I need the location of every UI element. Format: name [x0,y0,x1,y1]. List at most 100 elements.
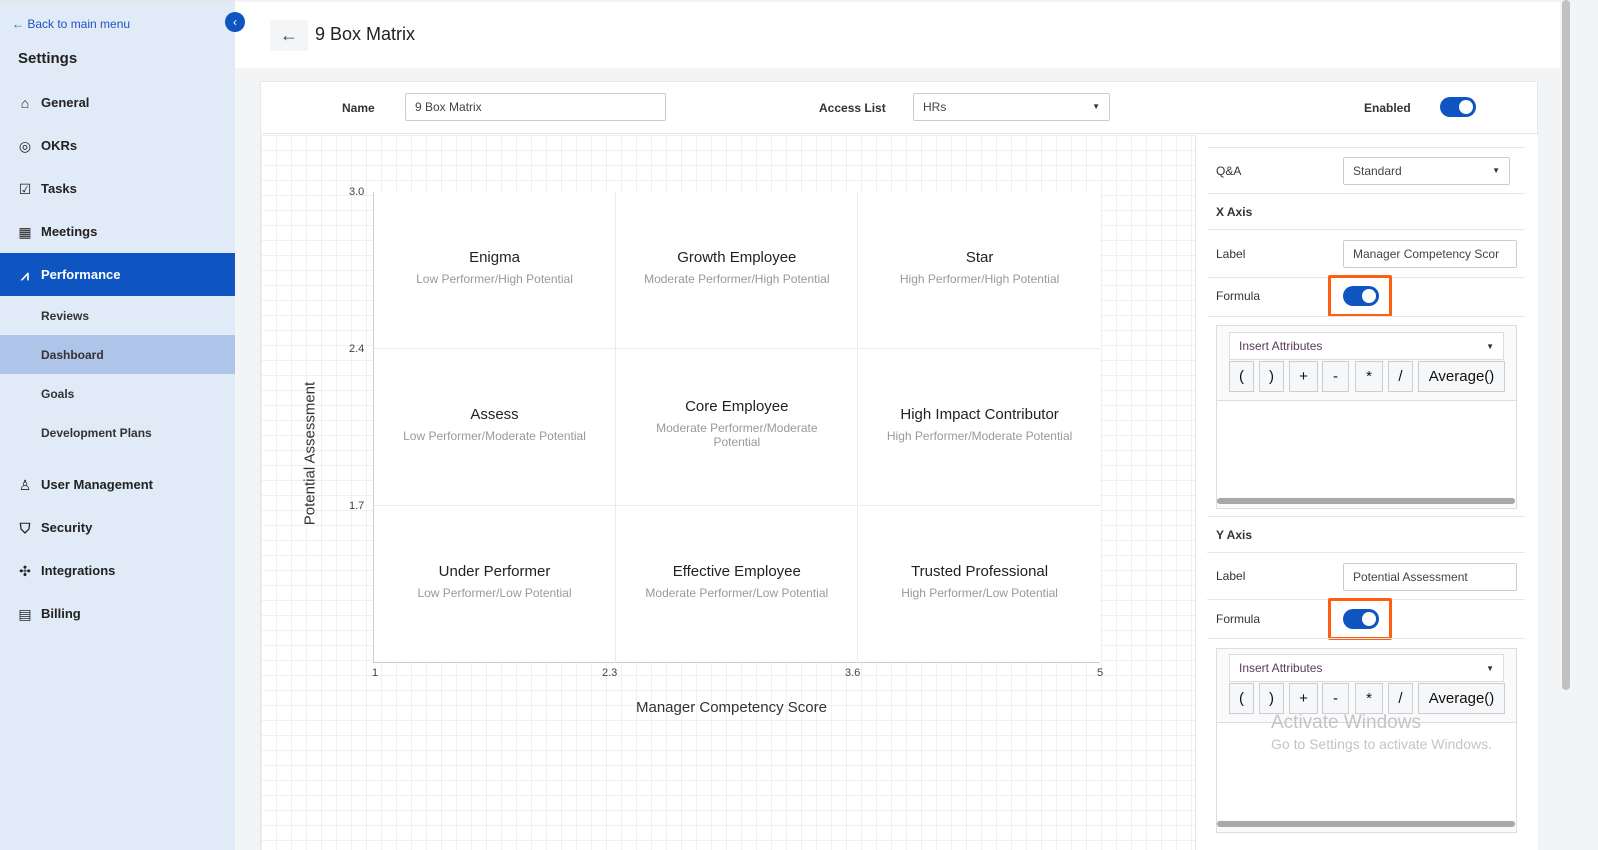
chart-line-icon: ⩘ [21,266,29,283]
page-scrollbar[interactable] [1562,0,1570,690]
qa-value: Standard [1353,164,1402,178]
x-formula-scrollbar[interactable] [1217,498,1515,504]
matrix-cell[interactable]: Enigma Low Performer/High Potential [374,192,616,349]
operator-button[interactable]: + [1289,683,1318,714]
x-insert-attributes-select[interactable]: Insert Attributes ▼ [1229,332,1504,360]
operator-button[interactable]: * [1355,683,1383,714]
sidebar-subitem-goals[interactable]: Goals [41,386,75,401]
y-formula-scrollbar[interactable] [1217,821,1515,827]
operator-button[interactable]: ( [1229,683,1254,714]
operator-button[interactable]: ) [1259,683,1284,714]
operator-button[interactable]: - [1322,683,1349,714]
divider [1207,516,1525,517]
x-label-input[interactable]: Manager Competency Scor [1343,240,1517,268]
watermark-subtitle: Go to Settings to activate Windows. [1271,736,1492,752]
matrix-cell[interactable]: Growth Employee Moderate Performer/High P… [616,192,859,349]
cell-subtitle: High Performer/Moderate Potential [886,429,1073,443]
sidebar-item-label: Meetings [41,224,98,239]
cell-title: Star [965,249,994,266]
cell-subtitle: Moderate Performer/Moderate Potential [656,421,818,449]
target-icon: ◎ [18,137,32,154]
cell-title: Under Performer [438,563,551,580]
operator-button[interactable]: Average() [1418,683,1505,714]
y-tick: 3.0 [349,186,365,198]
x-formula-label: Formula [1216,289,1261,303]
divider [1207,638,1525,639]
access-list-select[interactable]: HRs ▼ [913,93,1110,121]
divider [1207,147,1525,148]
operator-button[interactable]: Average() [1418,361,1505,392]
y-label-input[interactable]: Potential Assessment [1343,563,1517,591]
collapse-sidebar-button[interactable]: ‹ [225,12,245,32]
calendar-icon: ▦ [18,223,32,240]
operator-button[interactable]: - [1322,361,1349,392]
caret-down-icon: ▼ [1492,166,1500,175]
home-icon: ⌂ [20,94,30,111]
sidebar-title: Settings [18,50,78,67]
shield-icon: ⛉ [19,519,31,536]
operator-button[interactable]: / [1388,683,1413,714]
back-button[interactable]: ← [270,20,308,51]
matrix-cell[interactable]: Under Performer Low Performer/Low Potenti… [374,506,616,663]
page-header [235,2,1560,68]
enabled-toggle[interactable] [1440,97,1476,117]
sidebar-item-label: Tasks [41,181,77,196]
operator-button[interactable]: ) [1259,361,1284,392]
x-tick: 2.3 [602,667,618,679]
cell-title: Effective Employee [672,563,801,580]
sidebar-item-label: General [41,95,90,110]
cell-subtitle: High Performer/High Potential [899,272,1060,286]
sidebar-item-user-management[interactable]: ♙ User Management [0,463,235,506]
cell-subtitle: Moderate Performer/Low Potential [645,586,829,600]
x-formula-toggle[interactable] [1343,286,1379,306]
sidebar-item-performance[interactable]: ⩘ Performance [0,253,235,296]
caret-down-icon: ▼ [1486,664,1494,673]
highlight-box [1328,275,1392,317]
cell-subtitle: Low Performer/Low Potential [417,586,572,600]
user-icon: ♙ [18,476,32,493]
operator-button[interactable]: * [1355,361,1383,392]
cell-title: Enigma [469,249,520,266]
sidebar-item-meetings[interactable]: ▦ Meetings [0,210,235,253]
back-to-main-menu-link[interactable]: ← Back to main menu [12,17,131,31]
operator-button[interactable]: / [1388,361,1413,392]
y-formula-input[interactable] [1217,722,1516,820]
insert-attributes-label: Insert Attributes [1239,339,1323,353]
name-input[interactable]: 9 Box Matrix [405,93,666,121]
sidebar-item-integrations[interactable]: ✣ Integrations [0,549,235,592]
sidebar-item-tasks[interactable]: ☑ Tasks [0,167,235,210]
cell-title: Growth Employee [677,249,797,266]
caret-down-icon: ▼ [1486,342,1494,351]
activate-windows-watermark: Activate Windows Go to Settings to activa… [1271,712,1492,752]
sidebar-item-general[interactable]: ⌂ General [0,81,235,124]
y-tick: 1.7 [349,500,365,512]
y-label-label: Label [1216,569,1246,583]
sidebar-item-security[interactable]: ⛉ Security [0,506,235,549]
cell-subtitle: High Performer/Low Potential [901,586,1058,600]
settings-row [260,81,1538,134]
matrix-cell[interactable]: Assess Low Performer/Moderate Potential [374,349,616,506]
matrix-cell[interactable]: High Impact Contributor High Performer/Mo… [858,349,1101,506]
puzzle-icon: ✣ [19,562,31,579]
sidebar-subitem-dashboard[interactable]: Dashboard [0,335,235,374]
y-formula-toggle[interactable] [1343,609,1379,629]
x-tick: 5 [1097,667,1104,679]
sidebar-subitem-reviews[interactable]: Reviews [41,308,90,323]
x-formula-input[interactable] [1217,400,1516,497]
matrix-cell[interactable]: Trusted Professional High Performer/Low P… [859,506,1101,663]
cell-subtitle: Low Performer/High Potential [416,272,573,286]
cell-subtitle: Low Performer/Moderate Potential [403,429,586,443]
y-insert-attributes-select[interactable]: Insert Attributes ▼ [1229,654,1504,682]
matrix-cell[interactable]: Core Employee Moderate Performer/Moderate… [616,349,859,506]
divider [1207,229,1525,230]
y-formula-label: Formula [1216,612,1261,626]
operator-button[interactable]: ( [1229,361,1254,392]
sidebar: ← Back to main menu Settings ⌂ General ◎ O… [0,0,235,850]
qa-select[interactable]: Standard ▼ [1343,157,1510,185]
operator-button[interactable]: + [1289,361,1318,392]
sidebar-item-okrs[interactable]: ◎ OKRs [0,124,235,167]
matrix-cell[interactable]: Effective Employee Moderate Performer/Low… [616,506,859,663]
sidebar-subitem-development-plans[interactable]: Development Plans [41,425,152,440]
sidebar-item-billing[interactable]: ▤ Billing [0,592,235,635]
matrix-cell[interactable]: Star High Performer/High Potential [858,192,1101,349]
